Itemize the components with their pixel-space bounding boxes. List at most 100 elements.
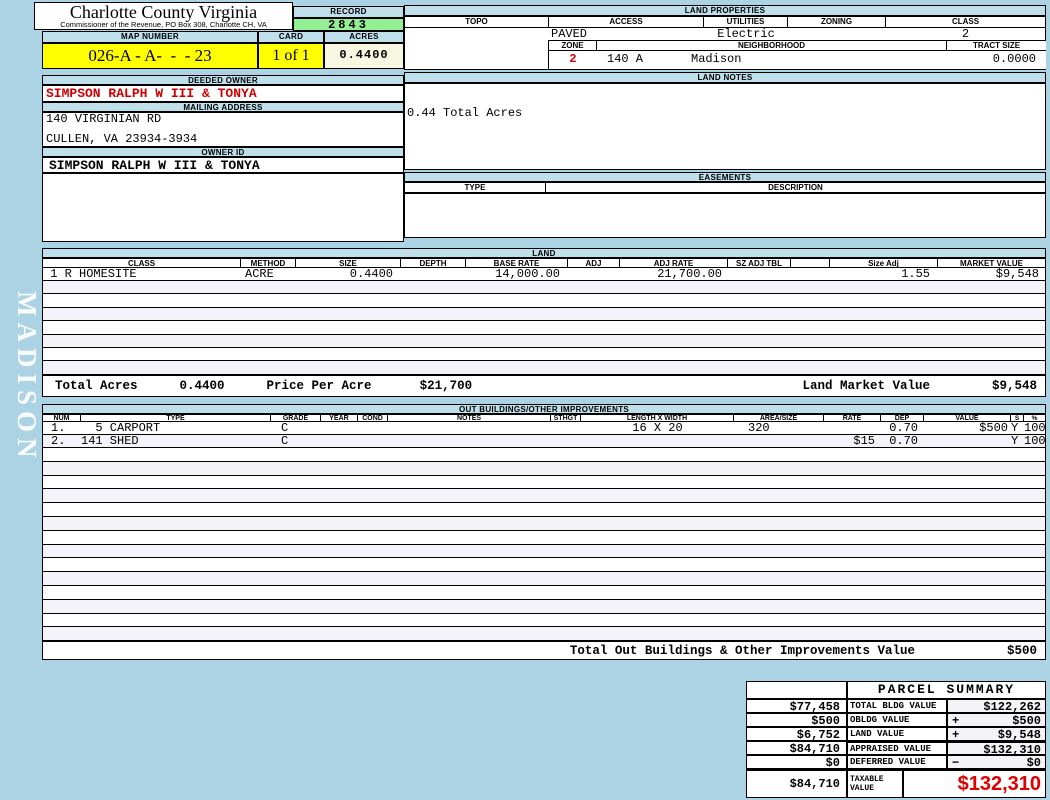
county-title: Charlotte County Virginia bbox=[69, 2, 258, 22]
ps-card-taxable-value: $84,710 bbox=[746, 769, 847, 798]
ob-cell-area bbox=[734, 435, 824, 447]
ob-cell-type: 141 SHED bbox=[81, 435, 139, 447]
land-col-adj-rate: ADJ RATE bbox=[620, 259, 728, 267]
ps-op: + bbox=[952, 714, 960, 727]
land-col-adj: ADJ bbox=[568, 259, 620, 267]
land-col-base-rate: BASE RATE bbox=[466, 259, 568, 267]
mailing-address-box: 140 VIRGINIAN RD CULLEN, VA 23934-3934 bbox=[42, 112, 404, 147]
ob-cell-s: Y bbox=[1011, 435, 1019, 447]
ob-cell-type: 5 CARPORT bbox=[81, 422, 161, 434]
land-empty-row bbox=[43, 321, 1045, 335]
ob-row-2: 2. 141 SHED C $15 0.70 Y 100% bbox=[43, 435, 1045, 448]
neighborhood-col-header: NEIGHBORHOOD bbox=[597, 41, 947, 50]
ob-cell-year bbox=[321, 435, 358, 447]
land-cell-class: 1 R HOMESITE bbox=[43, 268, 137, 280]
ob-cell-rate bbox=[824, 422, 881, 434]
acres-header: ACRES bbox=[324, 31, 404, 43]
price-per-acre-label: Price Per Acre bbox=[266, 379, 372, 393]
ps-blank-cell bbox=[746, 681, 847, 699]
ps-taxable-label: TAXABLE VALUE bbox=[847, 769, 903, 798]
ob-col-area-size: AREA/SIZE bbox=[734, 415, 824, 421]
ob-empty-row bbox=[43, 531, 1045, 545]
ob-col-value: VALUE bbox=[924, 415, 1011, 421]
ob-cell-sthgt bbox=[551, 422, 581, 434]
land-col-depth: DEPTH bbox=[401, 259, 466, 267]
access-col-header: ACCESS bbox=[549, 17, 704, 27]
address-line-2: CULLEN, VA 23934-3934 bbox=[46, 132, 198, 146]
land-notes-box: 0.44 Total Acres bbox=[404, 83, 1046, 170]
land-cell-size-adj: 1.55 bbox=[901, 268, 930, 280]
total-acres-value: 0.4400 bbox=[179, 379, 225, 393]
ps-obldg-value: $500 bbox=[1012, 714, 1041, 727]
ob-cell-lxw bbox=[581, 435, 734, 447]
land-empty-row bbox=[43, 307, 1045, 322]
district-watermark: MADISON bbox=[12, 290, 42, 464]
land-col-class: CLASS bbox=[43, 259, 241, 267]
zoning-col-header: ZONING bbox=[788, 17, 886, 27]
ob-col-cond: COND bbox=[358, 415, 388, 421]
land-row-1: 1 R HOMESITE ACRE 0.4400 14,000.00 21,70… bbox=[43, 268, 1045, 281]
land-cell-method: ACRE bbox=[245, 268, 274, 280]
ob-cell-s: Y bbox=[1011, 422, 1019, 434]
ps-total-bldg-label: TOTAL BLDG VALUE bbox=[847, 699, 947, 713]
ob-col-rate: RATE bbox=[824, 415, 881, 421]
ob-empty-row bbox=[43, 627, 1045, 641]
ob-empty-row bbox=[43, 448, 1045, 462]
ob-empty-row bbox=[43, 476, 1045, 490]
ps-deferred-label: DEFERRED VALUE bbox=[847, 755, 947, 769]
ob-total-value: $500 bbox=[1006, 643, 1037, 658]
ob-empty-row bbox=[43, 544, 1045, 559]
land-empty-row bbox=[43, 281, 1045, 295]
county-title-box: Charlotte County Virginia Commissioner o… bbox=[34, 2, 293, 30]
land-cell-size: 0.4400 bbox=[349, 268, 393, 280]
ob-col-type: TYPE bbox=[81, 415, 271, 421]
out-buildings-header: OUT BUILDINGS/OTHER IMPROVEMENTS bbox=[42, 404, 1046, 414]
price-per-acre-value: $21,700 bbox=[419, 379, 473, 393]
ob-cell-rate: $15 bbox=[853, 435, 875, 447]
land-col-size-adj: Size Adj bbox=[830, 259, 938, 267]
ob-col-comp: % COMP bbox=[1031, 415, 1038, 421]
ps-land-value: $9,548 bbox=[997, 728, 1041, 741]
land-market-value-label: Land Market Value bbox=[802, 379, 930, 393]
ob-cell-notes bbox=[388, 422, 551, 434]
land-cell-depth bbox=[401, 268, 466, 280]
ps-taxable-value: $132,310 bbox=[903, 769, 1046, 798]
total-acres-label: Total Acres bbox=[55, 379, 138, 393]
land-table-body: 1 R HOMESITE ACRE 0.4400 14,000.00 21,70… bbox=[42, 268, 1046, 375]
ob-cell-value: $500 bbox=[979, 422, 1008, 434]
ob-cell-area: 320 bbox=[748, 422, 770, 434]
ob-empty-row bbox=[43, 558, 1045, 573]
ps-card-obldg-value: $500 bbox=[746, 713, 847, 727]
ob-cell-sthgt bbox=[551, 435, 581, 447]
ob-total-label: Total Out Buildings & Other Improvements… bbox=[569, 643, 915, 658]
ob-empty-row bbox=[43, 572, 1045, 586]
easements-head-row: TYPE DESCRIPTION bbox=[404, 182, 1046, 193]
commissioner-line: Commissioner of the Revenue, PO Box 308,… bbox=[60, 20, 267, 29]
ps-card-bldg-value: $77,458 bbox=[746, 699, 847, 713]
ps-op: − bbox=[952, 756, 960, 769]
ps-card-land-value: $6,752 bbox=[746, 727, 847, 741]
ob-empty-row bbox=[43, 614, 1045, 628]
ob-empty-row bbox=[43, 599, 1045, 614]
out-buildings-columns-row: NUM TYPE GRADE YEAR COND NOTES STHGT LEN… bbox=[42, 414, 1046, 422]
ob-cell-comp: 100% bbox=[1024, 422, 1045, 434]
ps-appraised-value: $132,310 bbox=[983, 743, 1041, 755]
ob-cell-comp: 100% bbox=[1024, 435, 1045, 447]
access-value: PAVED bbox=[551, 28, 588, 41]
land-notes-text: 0.44 Total Acres bbox=[407, 106, 523, 120]
land-empty-row bbox=[43, 361, 1045, 375]
map-number-value: 026-A - A- - - 23 bbox=[42, 43, 258, 69]
record-header: RECORD bbox=[293, 6, 404, 18]
topo-value bbox=[405, 28, 549, 41]
ob-cell-cond bbox=[358, 435, 388, 447]
land-empty-row bbox=[43, 334, 1045, 348]
card-header: CARD bbox=[258, 31, 324, 43]
ps-card-appraised-value: $84,710 bbox=[746, 741, 847, 755]
ps-card-deferred-value: $0 bbox=[746, 755, 847, 769]
utilities-value: Electric bbox=[717, 28, 775, 41]
land-cell-base-rate: 14,000.00 bbox=[495, 268, 560, 280]
owner-id-header: OWNER ID bbox=[42, 147, 404, 157]
ob-empty-row bbox=[43, 503, 1045, 517]
ob-cell-dep: 0.70 bbox=[889, 435, 918, 447]
deeded-owner-header: DEEDED OWNER bbox=[42, 75, 404, 85]
